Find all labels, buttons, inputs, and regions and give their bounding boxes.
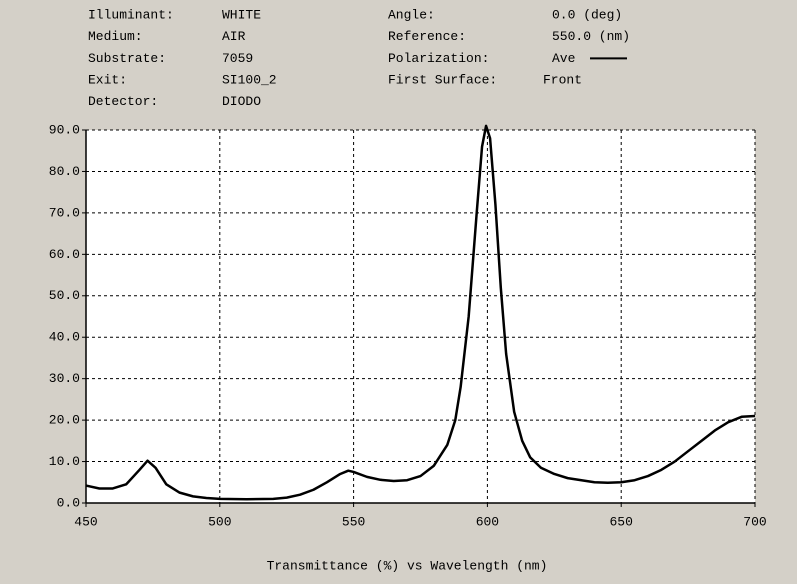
info-label: Reference: (388, 29, 466, 44)
info-value: 0.0 (deg) (552, 7, 622, 22)
series-line (85, 124, 756, 501)
info-label: Exit: (88, 73, 127, 88)
info-value: 550.0 (nm) (552, 29, 630, 44)
info-label: First Surface: (388, 73, 497, 88)
x-tick-label: 600 (476, 514, 499, 529)
y-tick-label: 40.0 (49, 330, 80, 345)
info-label: Substrate: (88, 51, 166, 66)
info-label: Detector: (88, 94, 158, 109)
info-label: Illuminant: (88, 7, 174, 22)
x-tick-label: 700 (743, 514, 766, 529)
legend-label: Ave (552, 51, 575, 66)
y-tick-label: 20.0 (49, 413, 80, 428)
info-value: Front (543, 73, 582, 88)
y-tick-label: 10.0 (49, 454, 80, 469)
y-tick-label: 80.0 (49, 164, 80, 179)
x-axis-label: Transmittance (%) vs Wavelength (nm) (267, 558, 548, 573)
info-label: Polarization: (388, 51, 489, 66)
info-value: SI100_2 (222, 73, 277, 88)
info-label: Medium: (88, 29, 143, 44)
y-tick-label: 30.0 (49, 371, 80, 386)
x-tick-label: 500 (208, 514, 231, 529)
info-value: 7059 (222, 51, 253, 66)
info-value: AIR (222, 29, 246, 44)
y-tick-label: 0.0 (57, 495, 80, 510)
info-value: DIODO (222, 94, 261, 109)
x-tick-label: 650 (609, 514, 632, 529)
x-tick-label: 550 (342, 514, 365, 529)
y-tick-label: 70.0 (49, 205, 80, 220)
info-value: WHITE (222, 7, 261, 22)
y-tick-label: 60.0 (49, 247, 80, 262)
y-tick-label: 50.0 (49, 288, 80, 303)
info-label: Angle: (388, 7, 435, 22)
plot-area (86, 130, 755, 503)
y-tick-label: 90.0 (49, 122, 80, 137)
x-tick-label: 450 (74, 514, 97, 529)
